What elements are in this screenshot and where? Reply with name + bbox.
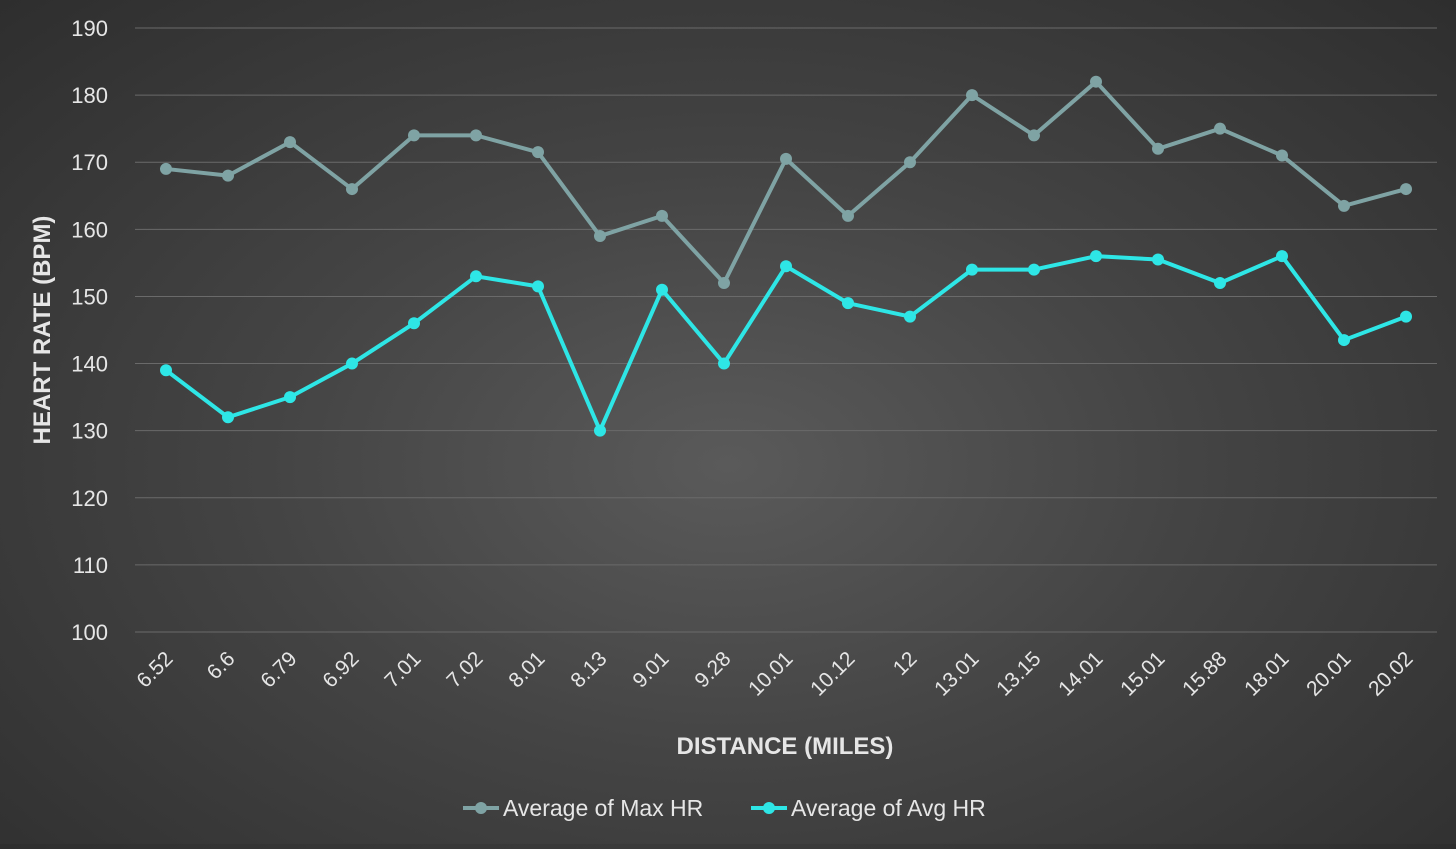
data-point xyxy=(532,146,544,159)
y-axis-ticks: 100 110 120 130 140 150 160 170 180 190 xyxy=(71,16,108,645)
x-tick-label: 13.15 xyxy=(992,647,1045,700)
x-tick-label: 20.01 xyxy=(1302,647,1355,700)
data-point xyxy=(1152,142,1164,155)
y-tick-label: 150 xyxy=(71,284,108,309)
series-lines xyxy=(160,75,1412,437)
legend-item: Average of Avg HR xyxy=(751,795,986,821)
legend: Average of Max HR Average of Avg HR xyxy=(463,795,986,821)
legend-item: Average of Max HR xyxy=(463,795,703,821)
data-point xyxy=(1338,199,1350,212)
data-point xyxy=(346,357,358,370)
series-2 xyxy=(160,250,1412,437)
x-tick-label: 7.01 xyxy=(380,647,425,692)
x-tick-label: 20.02 xyxy=(1364,647,1417,700)
data-point xyxy=(656,283,668,296)
x-tick-label: 13.01 xyxy=(930,647,983,700)
x-tick-label: 12 xyxy=(889,647,922,680)
data-point xyxy=(594,230,606,243)
data-point xyxy=(656,209,668,222)
x-tick-label: 6.52 xyxy=(132,647,177,692)
data-point xyxy=(904,156,916,169)
y-tick-label: 170 xyxy=(71,150,108,175)
data-point xyxy=(1400,183,1412,196)
data-point xyxy=(780,152,792,165)
x-axis-ticks: 6.52 6.6 6.79 6.92 7.01 7.02 8.01 8.13 9.01 9.28 1… xyxy=(132,647,1417,700)
y-tick-label: 180 xyxy=(71,83,108,108)
data-point xyxy=(594,424,606,437)
x-axis-title: DISTANCE (MILES) xyxy=(677,733,894,760)
x-tick-label: 10.12 xyxy=(806,647,859,700)
series-1 xyxy=(160,75,1412,290)
x-tick-label: 6.6 xyxy=(203,647,240,684)
x-tick-label: 10.01 xyxy=(744,647,797,700)
y-tick-label: 140 xyxy=(71,352,108,377)
data-point xyxy=(160,162,172,175)
grid-lines xyxy=(135,27,1437,633)
legend-swatch-marker xyxy=(763,802,775,814)
x-tick-label: 7.02 xyxy=(442,647,487,692)
data-point xyxy=(1090,75,1102,88)
data-point xyxy=(284,136,296,149)
data-point xyxy=(718,357,730,370)
x-tick-label: 9.01 xyxy=(628,647,673,692)
data-point xyxy=(470,270,482,283)
x-tick-label: 14.01 xyxy=(1054,647,1107,700)
legend-swatch-marker xyxy=(475,802,487,814)
data-point xyxy=(346,183,358,196)
x-tick-label: 15.88 xyxy=(1178,647,1231,700)
y-tick-label: 110 xyxy=(73,553,108,578)
y-tick-label: 100 xyxy=(71,620,108,645)
data-point xyxy=(1152,253,1164,266)
data-point xyxy=(532,280,544,293)
y-tick-label: 190 xyxy=(71,16,108,41)
data-point xyxy=(1090,250,1102,263)
legend-label: Average of Max HR xyxy=(503,795,703,821)
data-point xyxy=(1338,334,1350,347)
data-point xyxy=(718,277,730,290)
data-point xyxy=(842,297,854,310)
y-tick-label: 130 xyxy=(71,419,108,444)
data-point xyxy=(408,129,420,142)
series-line xyxy=(165,79,1407,286)
data-point xyxy=(1028,129,1040,142)
x-tick-label: 18.01 xyxy=(1240,647,1293,700)
x-tick-label: 8.13 xyxy=(566,647,611,692)
data-point xyxy=(966,89,978,102)
data-point xyxy=(1400,310,1412,323)
y-axis-title: HEART RATE (BPM) xyxy=(29,216,56,445)
data-point xyxy=(904,310,916,323)
data-point xyxy=(284,391,296,404)
legend-label: Average of Avg HR xyxy=(791,795,986,821)
x-tick-label: 6.79 xyxy=(256,647,301,692)
data-point xyxy=(780,260,792,273)
y-tick-label: 120 xyxy=(71,486,108,511)
data-point xyxy=(1276,250,1288,263)
data-point xyxy=(408,317,420,330)
data-point xyxy=(966,263,978,276)
data-point xyxy=(1276,149,1288,162)
data-point xyxy=(222,411,234,424)
data-point xyxy=(470,129,482,142)
data-point xyxy=(1028,263,1040,276)
data-point xyxy=(1214,277,1226,290)
x-tick-label: 6.92 xyxy=(318,647,363,692)
data-point xyxy=(842,209,854,222)
data-point xyxy=(1214,122,1226,135)
data-point xyxy=(222,169,234,182)
y-tick-label: 160 xyxy=(71,217,108,242)
data-point xyxy=(160,364,172,377)
x-tick-label: 9.28 xyxy=(690,647,735,692)
x-tick-label: 15.01 xyxy=(1116,647,1169,700)
x-tick-label: 8.01 xyxy=(504,647,549,692)
